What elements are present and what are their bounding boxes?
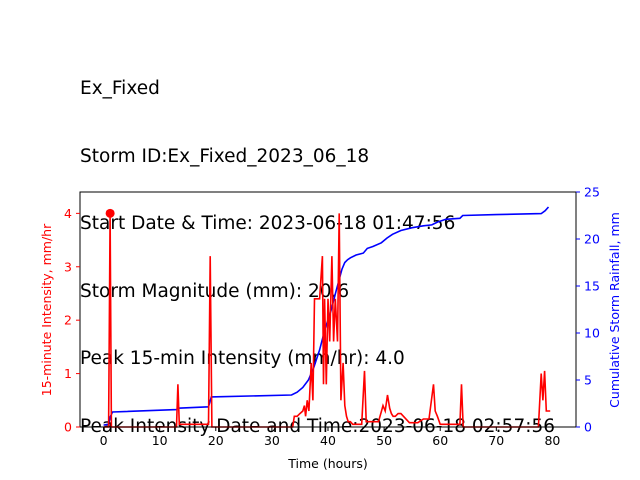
x-axis-label: Time (hours): [287, 456, 367, 471]
x-tick-label: 40: [320, 433, 336, 448]
right-tick-label: 15: [584, 279, 600, 294]
x-tick-label: 80: [544, 433, 560, 448]
x-tick-label: 30: [264, 433, 280, 448]
title-line-6: Peak Intensity Date and Time:2023-06-18 …: [80, 415, 555, 437]
title-line-2: Storm ID:Ex_Fixed_2023_06_18: [80, 145, 370, 167]
left-tick-label: 3: [64, 259, 72, 274]
x-axis: 0 10 20 30 40 50 60 70 80: [100, 427, 560, 448]
left-axis-label: 15-minute Intensity, mm/hr: [39, 223, 54, 396]
right-tick-label: 10: [584, 326, 600, 341]
x-tick-label: 50: [376, 433, 392, 448]
left-tick-label: 4: [64, 206, 72, 221]
cumulative-rainfall-line: [103, 206, 550, 426]
x-tick-label: 60: [432, 433, 448, 448]
x-tick-label: 0: [100, 433, 108, 448]
left-tick-label: 2: [64, 313, 72, 328]
x-tick-label: 70: [488, 433, 504, 448]
left-tick-label: 0: [64, 420, 72, 435]
x-tick-label: 20: [208, 433, 224, 448]
right-axis-label: Cumulative Storm Rainfall, mm: [607, 212, 622, 408]
right-tick-label: 20: [584, 232, 600, 247]
plot-area: [103, 206, 551, 428]
right-tick-label: 0: [584, 420, 592, 435]
left-tick-label: 1: [64, 366, 72, 381]
x-tick-label: 10: [152, 433, 168, 448]
title-line-5: Peak 15-min Intensity (mm/hr): 4.0: [80, 348, 405, 369]
right-y-axis: 0 5 10 15 20 25: [576, 185, 600, 435]
left-y-axis: 0 1 2 3 4: [64, 206, 80, 435]
intensity-line: [103, 213, 551, 428]
peak-intensity-marker: [105, 208, 115, 218]
right-tick-label: 25: [584, 185, 600, 200]
title-line-1: Ex_Fixed: [80, 78, 160, 99]
right-tick-label: 5: [584, 373, 592, 388]
